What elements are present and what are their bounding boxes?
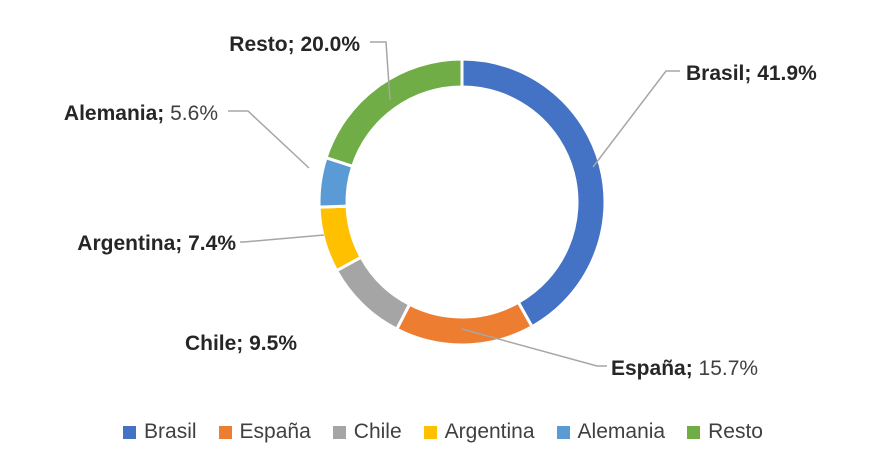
data-label-value-espana: 15.7%: [699, 357, 759, 380]
leader-line-espana: [461, 328, 607, 367]
legend-item-chile: Chile: [332, 420, 402, 444]
legend-label-espana: España: [239, 420, 311, 443]
slice-resto: [324, 57, 464, 169]
legend: Brasil España Chile Argentina Alemania Resto: [0, 412, 886, 452]
slice-chile: [334, 255, 412, 332]
legend-swatch-alemania: [556, 425, 570, 439]
leader-line-alemania: [228, 110, 310, 169]
legend-item-resto: Resto: [687, 420, 763, 444]
data-label-espana: España; 15.7%: [611, 357, 758, 380]
leader-lines-layer: [228, 41, 680, 367]
legend-item-alemania: Alemania: [556, 420, 666, 444]
slices-layer: [317, 57, 607, 347]
legend-swatch-espana: [218, 425, 232, 439]
legend-item-brasil: Brasil: [123, 420, 197, 444]
data-label-resto: Resto; 20.0%: [229, 33, 360, 56]
data-label-name-espana: España;: [611, 357, 699, 380]
data-label-value-alemania: 5.6%: [170, 102, 218, 125]
legend-label-argentina: Argentina: [444, 420, 535, 443]
data-label-name-alemania: Alemania;: [64, 102, 170, 125]
legend-swatch-argentina: [423, 425, 437, 439]
legend-label-brasil: Brasil: [144, 420, 197, 443]
legend-swatch-resto: [687, 425, 701, 439]
leader-line-resto: [370, 41, 391, 101]
leader-line-brasil: [592, 70, 680, 168]
slice-argentina: [317, 204, 364, 273]
data-labels-layer: Brasil; 41.9% España; 15.7% Chile; 9.5% Arg…: [64, 33, 817, 380]
data-label-alemania: Alemania; 5.6%: [64, 102, 218, 125]
leader-line-argentina: [240, 234, 325, 243]
legend-label-resto: Resto: [708, 420, 763, 443]
legend-swatch-chile: [332, 425, 346, 439]
slice-brasil: [460, 57, 607, 329]
data-label-brasil: Brasil; 41.9%: [686, 62, 817, 85]
legend-label-chile: Chile: [353, 420, 402, 443]
legend-swatch-brasil: [123, 425, 137, 439]
legend-label-alemania: Alemania: [577, 420, 666, 443]
legend-item-argentina: Argentina: [423, 420, 535, 444]
data-label-argentina: Argentina; 7.4%: [77, 232, 236, 255]
slice-espana: [394, 300, 535, 347]
data-label-chile: Chile; 9.5%: [185, 332, 297, 355]
legend-item-espana: España: [218, 420, 311, 444]
